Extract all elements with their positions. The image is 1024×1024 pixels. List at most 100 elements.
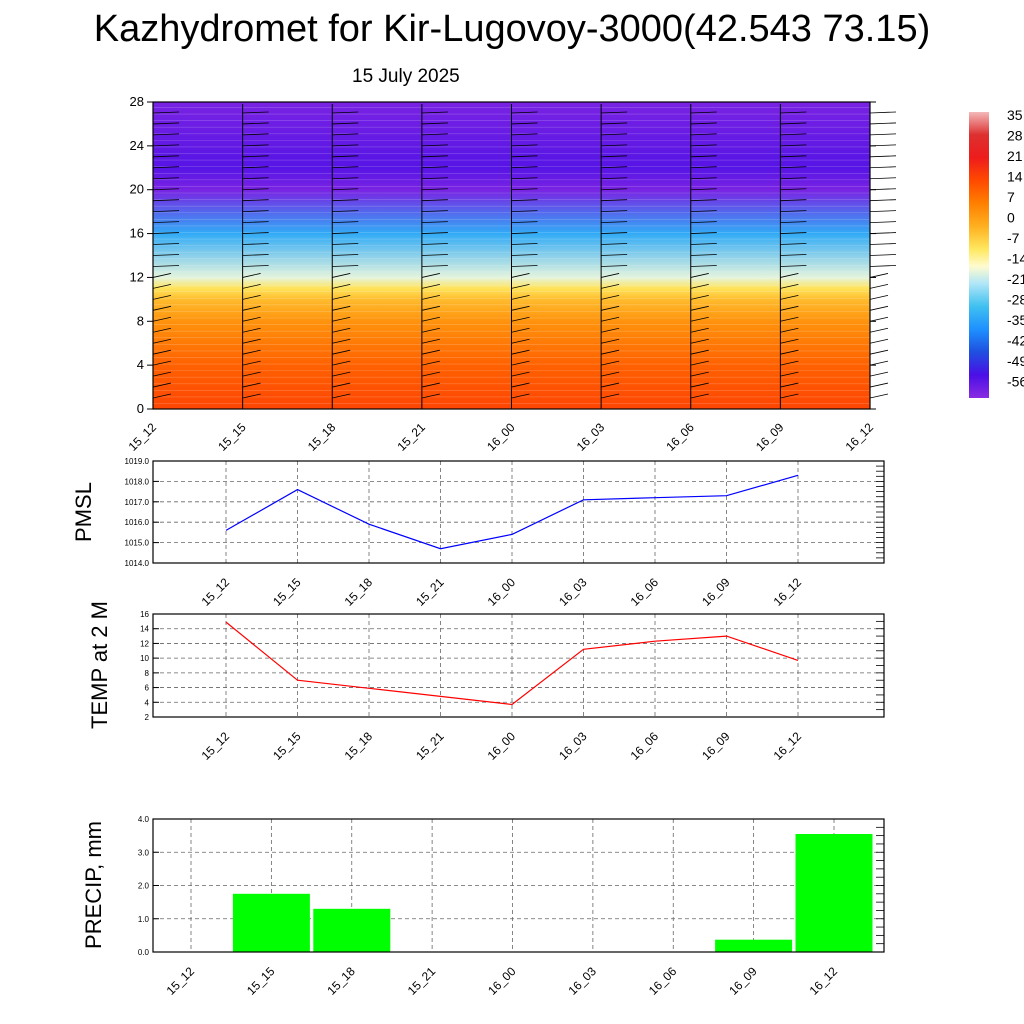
wind-barb <box>780 305 799 311</box>
wind-barb <box>152 221 180 224</box>
y-tick-label: 12 <box>140 639 149 648</box>
wind-barb <box>780 221 807 224</box>
wind-barb <box>511 232 538 234</box>
wind-barb <box>421 188 448 191</box>
y-tick-label: 1016.0 <box>125 518 150 527</box>
x-tick-label: 16_06 <box>628 575 662 609</box>
wind-barb <box>332 294 351 300</box>
wind-barb <box>780 393 799 399</box>
wind-barb <box>332 111 359 114</box>
wind-barb <box>511 111 538 114</box>
wind-barb <box>601 111 628 114</box>
temp-chart: 2 4 6 8 10 12 14 16 15_12 15_15 15_18 15_21 16_00 16_… <box>87 601 885 763</box>
wind-barb <box>690 338 709 344</box>
wind-barb <box>780 265 807 267</box>
plot-frame <box>152 460 885 564</box>
wind-barb <box>601 177 628 180</box>
wind-barb <box>511 133 538 136</box>
wind-barb <box>690 177 717 180</box>
y-tick-label: 2.0 <box>138 882 150 891</box>
wind-barb <box>242 122 269 125</box>
wind-barb <box>869 122 897 125</box>
wind-barb <box>152 232 180 234</box>
x-tick-label: 15_15 <box>270 729 304 763</box>
wind-barb <box>332 338 351 344</box>
x-tick-label: 16_00 <box>485 729 519 763</box>
wind-barb <box>152 265 180 267</box>
wind-barb <box>242 111 269 114</box>
wind-barb <box>242 273 261 278</box>
colorbar-label: -21 <box>1007 271 1024 287</box>
wind-barb <box>780 166 807 169</box>
wind-barb <box>332 177 359 180</box>
y-tick-label: 0 <box>137 401 144 416</box>
x-tick-label: 16_09 <box>699 575 733 609</box>
wind-barb <box>511 316 530 322</box>
wind-barb <box>332 221 359 224</box>
y-axis-label: PMSL <box>71 482 96 542</box>
wind-barb <box>332 254 359 256</box>
wind-barb <box>780 155 807 158</box>
wind-barb <box>152 349 172 355</box>
wind-barb <box>332 316 351 322</box>
wind-barb <box>332 232 359 234</box>
wind-barb <box>690 210 717 213</box>
colorbar-label: -42 <box>1007 333 1024 349</box>
wind-barb <box>869 166 897 169</box>
wind-barb <box>511 254 538 256</box>
x-tick-label: 15_12 <box>199 575 233 609</box>
colorbar-label: 0 <box>1007 210 1015 226</box>
x-tick-label: 16_12 <box>843 420 877 454</box>
wind-barb <box>332 371 351 377</box>
wind-barb <box>869 393 889 399</box>
wind-barb <box>332 360 351 366</box>
page-title: Kazhydromet for Kir-Lugovoy-3000(42.543 … <box>93 8 931 50</box>
wind-barb <box>601 144 628 147</box>
wind-barb <box>511 155 538 158</box>
wind-barb <box>601 210 628 213</box>
x-tick-label: 16_09 <box>753 420 787 454</box>
wind-barb <box>242 177 269 180</box>
x-tick-label: 16_12 <box>771 575 805 609</box>
wind-barb <box>332 155 359 158</box>
wind-barb <box>332 273 351 278</box>
wind-barb <box>601 393 620 399</box>
wind-barb <box>690 133 717 136</box>
wind-barb <box>869 382 889 388</box>
wind-barb <box>690 122 717 125</box>
colorbar-label: -56 <box>1007 374 1024 390</box>
x-tick-label: 15_18 <box>324 964 358 998</box>
wind-barb <box>780 254 807 256</box>
x-tick-label: 15_21 <box>413 729 447 763</box>
y-tick-label: 1.0 <box>138 915 150 924</box>
wind-barb <box>601 382 620 388</box>
wind-barb <box>152 371 172 377</box>
wind-barb <box>421 133 448 136</box>
colorbar: 35 28 21 14 7 0 -7 -14 -21 -28 -35 -42 -49 -56 <box>969 107 1024 398</box>
wind-barb <box>690 327 709 333</box>
wind-barb <box>780 371 799 377</box>
wind-barb <box>690 199 717 202</box>
wind-barb <box>780 284 799 289</box>
plot-frame <box>152 613 885 718</box>
wind-barb <box>152 294 172 300</box>
wind-barb <box>690 382 709 388</box>
wind-barb <box>601 327 620 333</box>
y-tick-label: 4.0 <box>138 815 150 824</box>
wind-barb <box>690 360 709 366</box>
wind-barb <box>421 144 448 147</box>
wind-barb <box>511 294 530 300</box>
wind-barb <box>152 166 180 169</box>
wind-barb <box>152 327 172 333</box>
wind-barb <box>690 265 717 267</box>
wind-barb <box>242 349 261 355</box>
y-axis-label: PRECIP, mm <box>81 821 106 949</box>
wind-barb <box>332 133 359 136</box>
wind-barb <box>780 294 799 300</box>
colorbar-label: 28 <box>1007 128 1023 144</box>
wind-barb <box>242 188 269 191</box>
wind-barb <box>242 393 261 399</box>
wind-barb <box>242 210 269 213</box>
wind-barb <box>152 254 180 256</box>
